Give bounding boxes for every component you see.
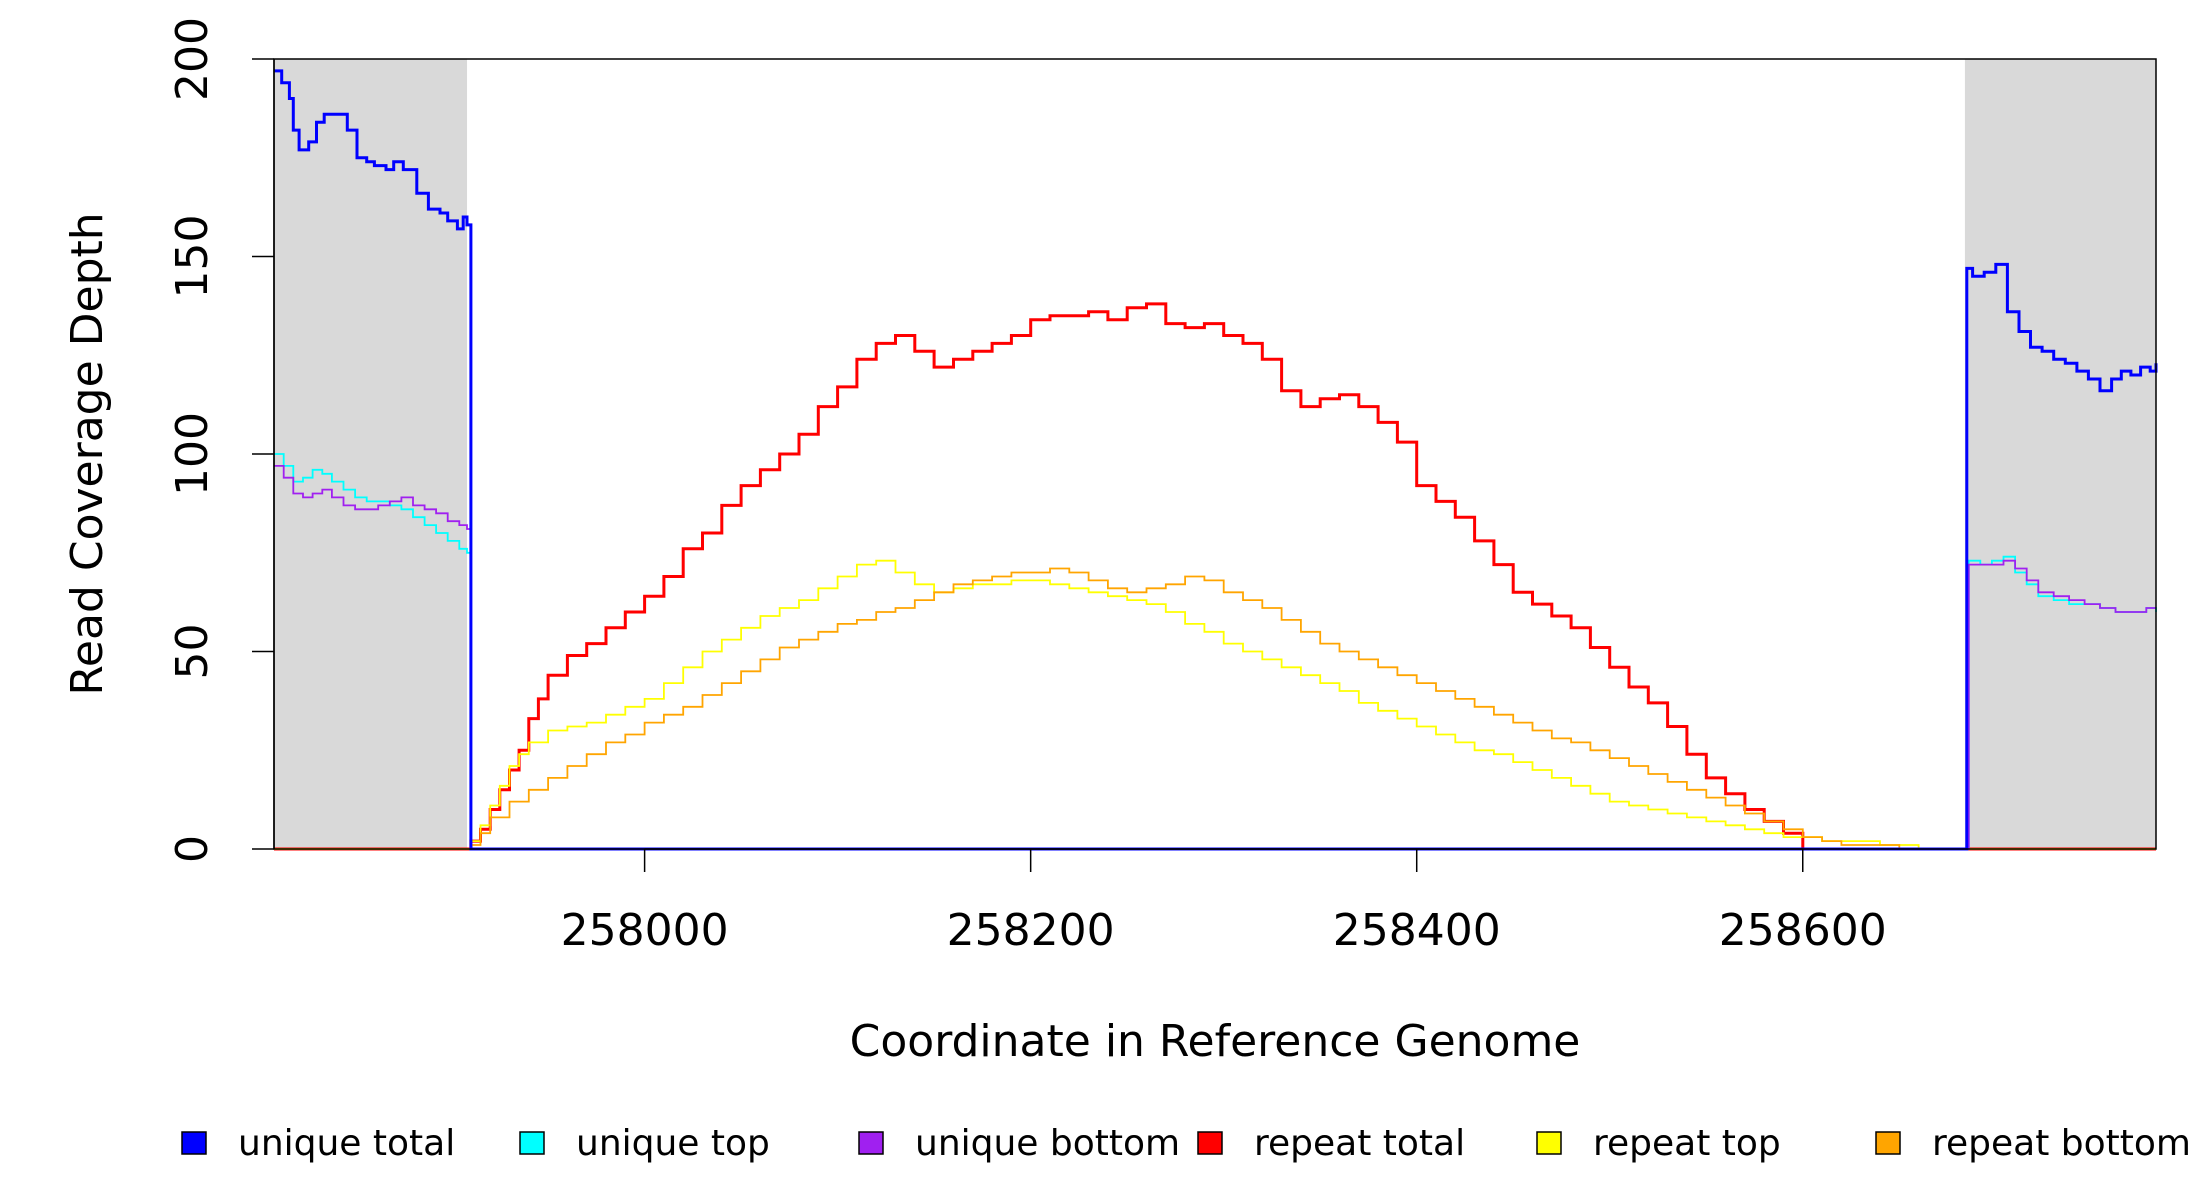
- y-tick-label: 0: [167, 835, 218, 863]
- series-line-unique-top: [274, 453, 2157, 850]
- series-line-repeat-bottom: [274, 567, 2156, 850]
- legend-swatch: [1536, 1131, 1562, 1155]
- x-tick-label: 258200: [947, 905, 1115, 956]
- series-line-unique-total: [274, 69, 2158, 851]
- shaded-region-2: [1964, 59, 2156, 849]
- series-line-unique-bottom: [274, 465, 2156, 850]
- y-tick-label: 200: [167, 17, 218, 101]
- legend-swatch: [1197, 1131, 1223, 1155]
- x-tick-label: 258400: [1333, 905, 1501, 956]
- legend-swatch: [519, 1131, 545, 1155]
- legend-swatch: [181, 1131, 207, 1155]
- x-axis-label: Coordinate in Reference Genome: [850, 1016, 1581, 1067]
- shaded-region-1: [274, 59, 468, 849]
- y-tick-label: 50: [167, 624, 218, 680]
- legend-swatch: [858, 1131, 884, 1155]
- x-tick-label: 258600: [1719, 905, 1887, 956]
- y-tick-label: 100: [167, 412, 218, 496]
- series-lines: [274, 69, 2158, 851]
- y-axis-label: Read Coverage Depth: [62, 212, 113, 695]
- legend-swatch: [1875, 1131, 1901, 1155]
- legend: unique total unique top unique bottom repea…: [181, 1123, 2191, 1164]
- x-tick-label: 258000: [561, 905, 729, 956]
- legend-label: repeat bottom: [1932, 1123, 2191, 1164]
- y-tick-label: 150: [167, 215, 218, 299]
- series-line-repeat-top: [274, 559, 2156, 850]
- legend-label: unique top: [576, 1123, 770, 1164]
- legend-label: unique total: [238, 1123, 455, 1164]
- axes: 0 50 100 150 200 258000 258200 258400 258600: [167, 17, 1887, 956]
- legend-label: repeat total: [1254, 1123, 1465, 1164]
- legend-label: unique bottom: [915, 1123, 1180, 1164]
- shaded-regions: [274, 59, 2156, 849]
- legend-label: repeat top: [1593, 1123, 1781, 1164]
- series-line-repeat-total: [274, 302, 2156, 851]
